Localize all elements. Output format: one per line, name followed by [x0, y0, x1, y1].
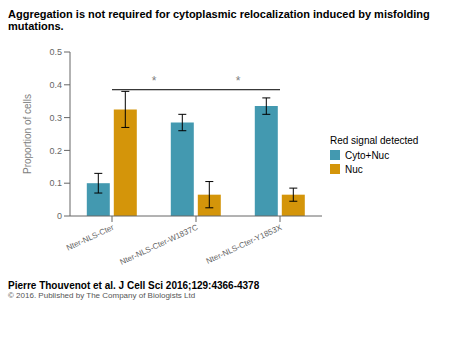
svg-text:0.4: 0.4 — [49, 80, 62, 90]
html-text:© 2016. Published by The Compa: © 2016. Published by The Company of Biol… — [8, 291, 196, 300]
html-text:Cyto+Nuc: Cyto+Nuc — [345, 149, 390, 161]
svg-text:Nter-NLS-Cter: Nter-NLS-Cter — [65, 223, 115, 253]
svg-text:*: * — [152, 74, 157, 88]
svg-text:0.5: 0.5 — [49, 47, 62, 57]
svg-text:0.3: 0.3 — [49, 113, 62, 123]
html-text:Nuc: Nuc — [345, 163, 363, 175]
html-text:Pierre Thouvenot et al. J Cell: Pierre Thouvenot et al. J Cell Sci 2016;… — [8, 280, 260, 291]
svg-text:Nter-NLS-Cter-Y1853X: Nter-NLS-Cter-Y1853X — [205, 223, 284, 266]
svg-text:0.1: 0.1 — [49, 178, 62, 188]
html-text:Red signal detected: Red signal detected — [330, 134, 419, 146]
svg-text:Nter-NLS-Cter-W1837C: Nter-NLS-Cter-W1837C — [118, 223, 199, 267]
html-text:Aggregation is not required fo: Aggregation is not required for cytoplas… — [8, 8, 430, 32]
svg-text:0: 0 — [57, 211, 62, 221]
svg-text:Proportion of cells: Proportion of cells — [22, 94, 33, 174]
svg-text:*: * — [236, 74, 241, 88]
svg-text:0.2: 0.2 — [49, 146, 62, 156]
